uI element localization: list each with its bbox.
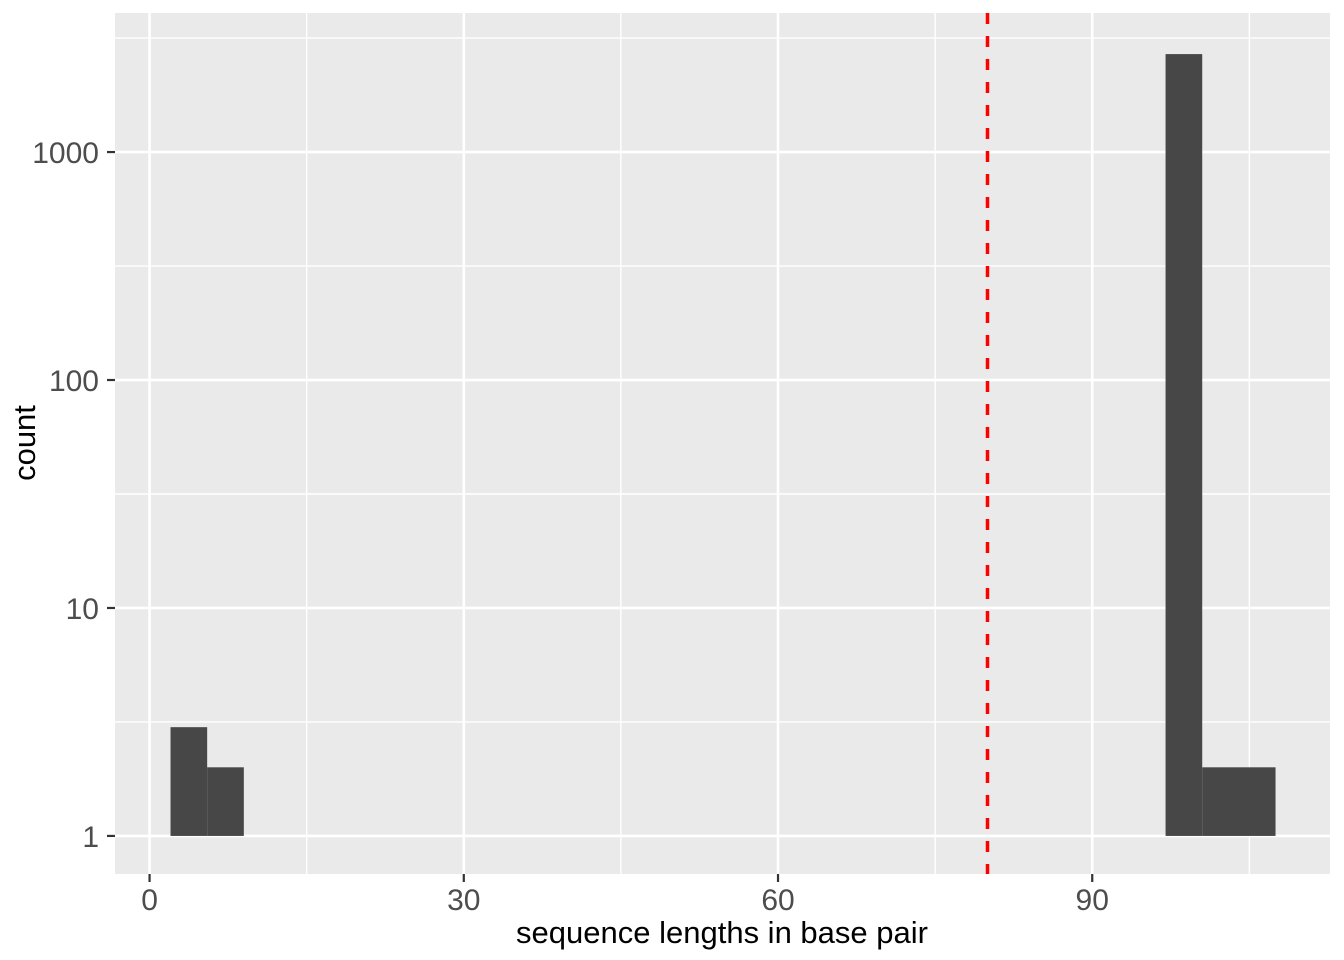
- x-tick-label: 0: [141, 884, 158, 917]
- axis-layer: 0 30 60 90 1 10 100 1000: [32, 137, 1109, 917]
- y-tick-label: 1000: [32, 137, 99, 170]
- x-tick-label: 90: [1076, 884, 1109, 917]
- histogram-bar: [1202, 767, 1276, 836]
- grid-layer: [115, 13, 1330, 874]
- y-tick-label: 1: [82, 821, 99, 854]
- x-axis-title: sequence lengths in base pair: [516, 915, 928, 950]
- histogram-bar: [1165, 54, 1203, 836]
- histogram-bar: [170, 727, 208, 836]
- x-tick-label: 60: [761, 884, 794, 917]
- bars-layer: [170, 54, 1276, 836]
- plot-panel: [115, 13, 1330, 874]
- y-axis-title: count: [7, 405, 42, 481]
- y-tick-label: 10: [66, 593, 99, 626]
- y-tick-label: 100: [49, 365, 99, 398]
- x-tick-label: 30: [447, 884, 480, 917]
- histogram-bar: [207, 767, 244, 836]
- panel-background: [115, 13, 1330, 874]
